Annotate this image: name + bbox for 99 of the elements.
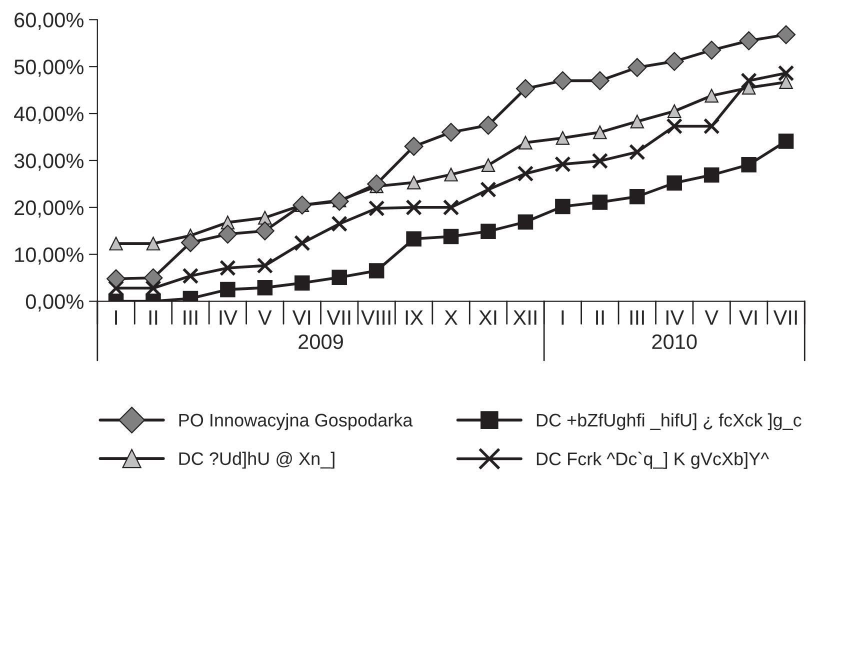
- point: [478, 116, 498, 135]
- point: [406, 199, 422, 216]
- point: [182, 268, 199, 284]
- point: [590, 71, 610, 90]
- x-tick-label: IV: [666, 310, 684, 325]
- point: [257, 280, 273, 296]
- point: [443, 228, 459, 244]
- point: [664, 52, 684, 71]
- point: [628, 144, 646, 160]
- legend-label: DC +bZfUghfi _hifU] ¿ fcXck ]g_c: [536, 413, 802, 430]
- point: [518, 136, 532, 150]
- point: [740, 72, 758, 89]
- point: [553, 71, 572, 90]
- point: [480, 181, 496, 198]
- point: [517, 165, 534, 182]
- legend-label: DC Fcrk ^Dc`q_] K gVcXb]Y^: [536, 452, 770, 469]
- point: [593, 125, 607, 140]
- y-tick-label: 60,00%: [14, 12, 84, 30]
- y-tick-label: 0,00%: [26, 294, 84, 312]
- x-tick-label: XI: [478, 310, 496, 325]
- point: [146, 236, 160, 250]
- point: [294, 275, 310, 291]
- x-tick-label: VI: [292, 310, 310, 325]
- x-tick-label: II: [149, 310, 158, 325]
- point: [516, 79, 535, 98]
- x-tick-label: VI: [739, 310, 757, 325]
- point: [555, 198, 570, 214]
- point: [703, 118, 720, 134]
- x-tick-label: III: [630, 310, 644, 325]
- y-tick-label: 50,00%: [14, 60, 84, 77]
- x-tick-label: I: [115, 310, 117, 325]
- point: [592, 194, 608, 210]
- point: [742, 80, 756, 95]
- point: [666, 175, 682, 191]
- point: [630, 188, 645, 204]
- x-tick-label: IX: [406, 310, 424, 325]
- point: [406, 176, 421, 190]
- point: [630, 114, 644, 128]
- point: [218, 224, 238, 244]
- x-tick-label: VIII: [361, 310, 390, 325]
- point: [332, 270, 347, 285]
- point: [554, 156, 571, 172]
- point: [256, 257, 274, 274]
- point: [406, 231, 422, 247]
- text: 2010: [652, 334, 697, 350]
- point: [442, 199, 460, 216]
- x-tick-label: V: [258, 310, 272, 325]
- point: [556, 131, 570, 145]
- point: [144, 268, 163, 288]
- point: [741, 157, 756, 172]
- y-tick-label: 20,00%: [14, 200, 84, 218]
- x-tick-label: I: [562, 310, 564, 325]
- x-tick-label: X: [444, 310, 458, 325]
- y-tick-label: 30,00%: [14, 153, 84, 171]
- x-tick-label: V: [704, 310, 718, 325]
- point: [776, 25, 796, 44]
- x-tick-label: VII: [773, 310, 797, 325]
- text: 2009: [298, 334, 343, 350]
- point: [592, 152, 608, 170]
- point: [778, 134, 794, 149]
- point: [145, 280, 162, 296]
- x-tick-label: VII: [326, 310, 350, 325]
- point: [518, 214, 534, 230]
- point: [368, 200, 385, 217]
- point: [367, 174, 386, 194]
- point: [220, 282, 236, 298]
- point: [444, 168, 458, 182]
- point: [109, 236, 123, 250]
- point: [404, 136, 424, 156]
- point: [702, 40, 722, 60]
- point: [106, 269, 126, 288]
- point: [255, 221, 274, 240]
- y-tick-label: 10,00%: [15, 247, 84, 265]
- point: [739, 31, 758, 50]
- point: [442, 122, 461, 142]
- point: [704, 88, 718, 103]
- x-tick-label: III: [184, 310, 198, 325]
- x-tick-label: XII: [513, 310, 536, 325]
- point: [628, 58, 647, 78]
- x-tick-label: IV: [220, 310, 238, 325]
- point: [219, 260, 236, 276]
- point: [180, 233, 200, 252]
- point: [779, 75, 793, 89]
- point: [108, 280, 124, 296]
- point: [778, 64, 794, 82]
- point: [480, 224, 496, 239]
- point: [481, 158, 496, 172]
- legend-label: DC ?Ud]hU @ Xn_]: [179, 452, 334, 469]
- legend-label: PO Innowacyjna Gospodarka: [179, 413, 413, 430]
- point: [368, 263, 384, 278]
- point: [331, 216, 348, 232]
- point: [666, 118, 683, 134]
- y-tick-label: 40,00%: [14, 106, 84, 124]
- point: [667, 104, 682, 118]
- point: [292, 196, 312, 215]
- point: [704, 167, 720, 183]
- x-tick-label: II: [596, 310, 604, 325]
- point: [294, 234, 310, 252]
- point: [330, 192, 349, 211]
